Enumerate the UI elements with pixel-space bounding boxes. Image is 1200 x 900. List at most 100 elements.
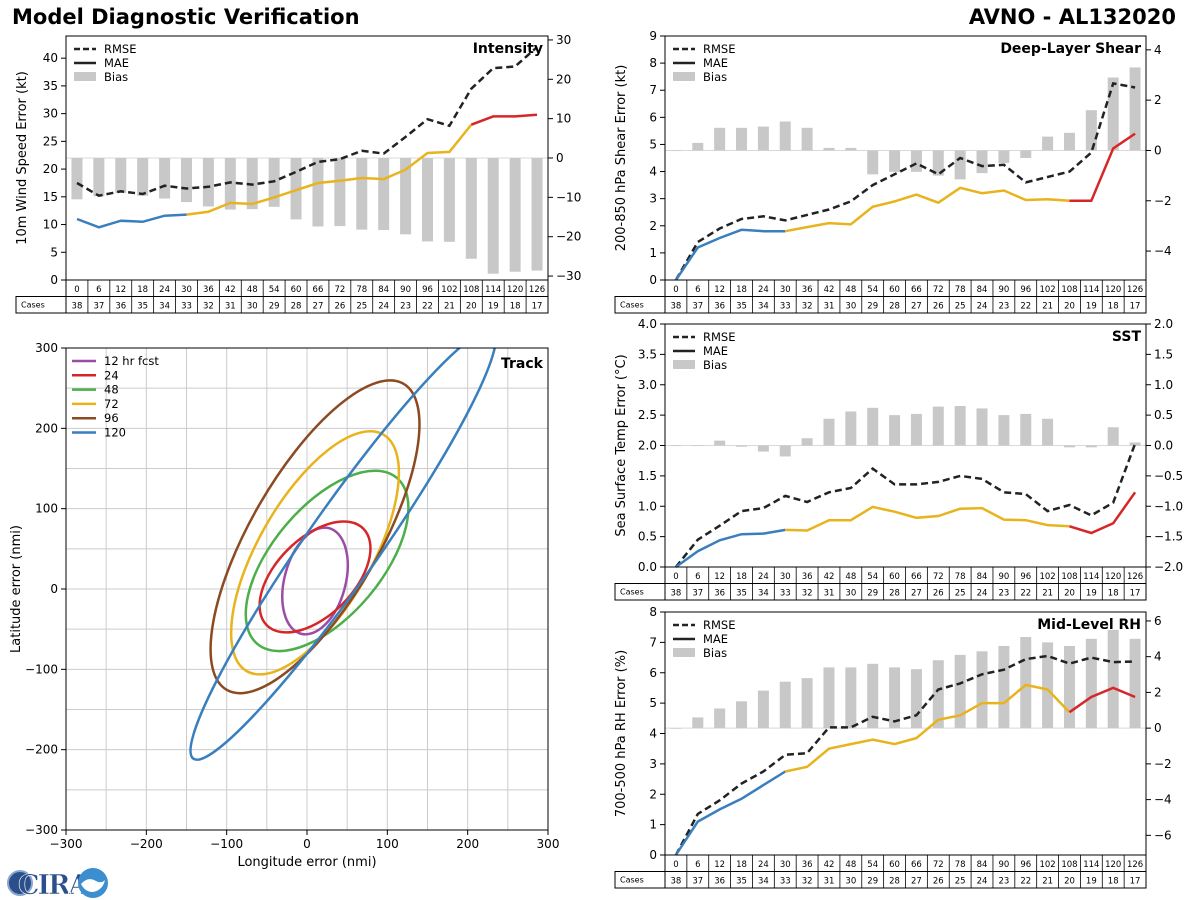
case-count-label: 29	[867, 589, 878, 599]
forecast-hour-label: 42	[225, 285, 236, 295]
forecast-hour-label: 66	[313, 285, 324, 295]
forecast-hour-label: 102	[441, 285, 457, 295]
bias-bar	[531, 158, 543, 271]
case-count-label: 34	[758, 589, 769, 599]
forecast-hour-label: 108	[463, 285, 479, 295]
bias-bar	[823, 667, 835, 729]
forecast-hour-label: 96	[1020, 285, 1031, 295]
mae-line	[785, 186, 1070, 233]
forecast-hour-label: 30	[780, 285, 791, 295]
bias-bar	[757, 445, 769, 452]
y-tick-label: 0	[50, 273, 58, 287]
forecast-hour-label: 48	[845, 572, 856, 582]
forecast-hour-label: 18	[736, 285, 747, 295]
error-ellipse	[281, 526, 349, 636]
y-axis-label: 200-850 hPa Shear Error (kt)	[614, 65, 629, 252]
y-tick-label: 2	[649, 219, 657, 233]
case-count-label: 27	[911, 589, 922, 599]
case-count-label: 38	[72, 302, 83, 312]
bias-bar	[692, 142, 704, 151]
x-tick-label: 200	[456, 837, 479, 851]
y-tick-label: 5	[649, 696, 657, 710]
y2-tick-label: −0.5	[1154, 469, 1183, 483]
case-count-label: 17	[532, 302, 543, 312]
case-count-label: 32	[802, 302, 813, 312]
forecast-hour-label: 66	[911, 860, 922, 870]
case-count-label: 24	[977, 589, 988, 599]
rmse-line	[674, 81, 1136, 281]
bias-bar	[692, 717, 704, 729]
bias-bar	[487, 158, 499, 274]
legend-label: 96	[104, 411, 119, 425]
forecast-hour-label: 78	[955, 572, 966, 582]
y2-tick-label: 4	[1154, 43, 1162, 57]
forecast-hour-label: 54	[867, 860, 878, 870]
y2-tick-label: −20	[556, 230, 581, 244]
legend-bias-swatch	[673, 360, 695, 369]
case-count-label: 22	[1020, 877, 1031, 887]
bias-bar	[910, 413, 922, 446]
bias-bar	[889, 150, 901, 172]
forecast-hour-label: 78	[955, 285, 966, 295]
y-tick-label: 0.5	[638, 530, 657, 544]
case-count-label: 29	[867, 302, 878, 312]
bias-bar	[400, 158, 412, 235]
legend-label: 120	[104, 426, 126, 440]
case-count-label: 30	[845, 877, 856, 887]
case-count-label: 17	[1130, 877, 1141, 887]
bias-bar	[137, 158, 149, 196]
forecast-hour-label: 114	[1083, 285, 1099, 295]
legend-bias-label: Bias	[703, 358, 727, 372]
case-count-label: 36	[714, 877, 725, 887]
y-tick-label: 5	[649, 137, 657, 151]
y-tick-label: 3.5	[638, 347, 657, 361]
y2-tick-label: 10	[556, 112, 571, 126]
forecast-hour-label: 42	[824, 285, 835, 295]
mae-line	[76, 213, 187, 229]
forecast-hour-label: 120	[1105, 285, 1121, 295]
bias-bar	[845, 667, 857, 729]
panel-title: Intensity	[473, 41, 543, 57]
forecast-hour-label: 102	[1039, 572, 1055, 582]
y2-tick-label: −30	[556, 269, 581, 283]
y2-tick-label: 0.0	[1154, 439, 1173, 453]
forecast-hour-label: 114	[1083, 860, 1099, 870]
case-count-label: 38	[671, 302, 682, 312]
case-count-label: 26	[334, 302, 345, 312]
y-tick-label: 0	[649, 848, 657, 862]
forecast-hour-label: 36	[802, 572, 813, 582]
forecast-hour-label: 42	[824, 572, 835, 582]
case-count-label: 24	[977, 877, 988, 887]
case-count-label: 22	[422, 302, 433, 312]
bias-bar	[736, 701, 748, 729]
cira-logo: CIRA	[4, 866, 108, 900]
forecast-hour-label: 90	[400, 285, 411, 295]
forecast-hour-label: 114	[485, 285, 501, 295]
forecast-hour-label: 78	[356, 285, 367, 295]
y2-tick-label: 20	[556, 72, 571, 86]
forecast-hour-label: 54	[867, 285, 878, 295]
error-ellipse	[189, 348, 498, 761]
bias-bar	[932, 660, 944, 729]
forecast-hour-label: 72	[933, 285, 944, 295]
case-count-label: 26	[933, 302, 944, 312]
case-count-label: 21	[444, 302, 455, 312]
bias-bar	[509, 158, 521, 272]
forecast-hour-label: 48	[247, 285, 258, 295]
forecast-hour-label: 102	[1039, 285, 1055, 295]
bias-bar	[845, 411, 857, 446]
y2-tick-label: 6	[1154, 614, 1162, 628]
forecast-hour-label: 66	[911, 572, 922, 582]
forecast-hour-label: 24	[758, 860, 769, 870]
legend-rmse-label: RMSE	[104, 42, 136, 56]
y2-tick-label: 0	[556, 151, 564, 165]
case-count-label: 28	[291, 302, 302, 312]
forecast-hour-label: 72	[933, 860, 944, 870]
cases-label: Cases	[620, 876, 644, 885]
bias-bar	[290, 158, 302, 220]
forecast-hour-label: 84	[977, 860, 988, 870]
mae-line	[186, 123, 473, 216]
bias-bar	[465, 158, 477, 259]
forecast-hour-label: 48	[845, 860, 856, 870]
